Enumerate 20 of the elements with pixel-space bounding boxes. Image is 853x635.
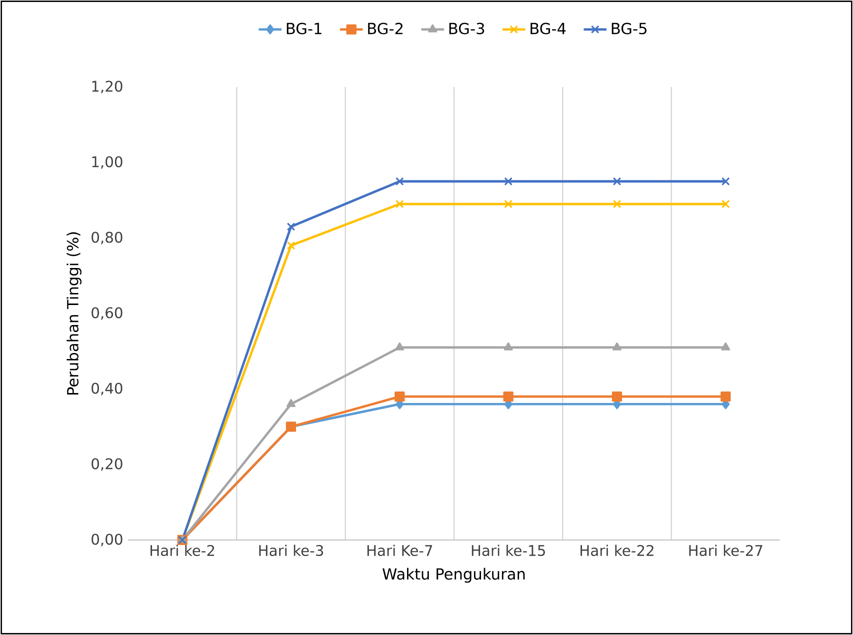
x-tick-label: Hari Ke-7 — [367, 544, 432, 556]
x-tick-label: Hari ke-15 — [472, 544, 545, 556]
legend-label: BG-3 — [449, 22, 484, 34]
y-tick-label: 0,60 — [92, 307, 122, 320]
y-tick-label: 0,80 — [92, 232, 122, 244]
y-tick-label: 0,40 — [92, 382, 122, 396]
legend-label: BG-4 — [530, 22, 566, 34]
x-axis-title: Waktu Pengukuran — [382, 568, 525, 583]
y-tick-label: 0,00 — [92, 534, 122, 546]
x-tick-label: Hari ke-2 — [150, 544, 214, 556]
y-tick-label: 0,20 — [92, 458, 122, 471]
legend-label: BG-5 — [612, 22, 646, 34]
y-tick-label: 1,20 — [92, 80, 122, 94]
y-axis-title: Perubahan Tinggi (%) — [66, 232, 82, 394]
x-tick-label: Hari ke-27 — [689, 544, 762, 556]
legend-label: BG-1 — [286, 22, 322, 34]
y-tick-label: 1,00 — [92, 156, 122, 169]
x-tick-label: Hari ke-22 — [580, 544, 654, 556]
legend-label: BG-2 — [368, 22, 403, 34]
x-tick-label: Hari ke-3 — [259, 544, 324, 556]
